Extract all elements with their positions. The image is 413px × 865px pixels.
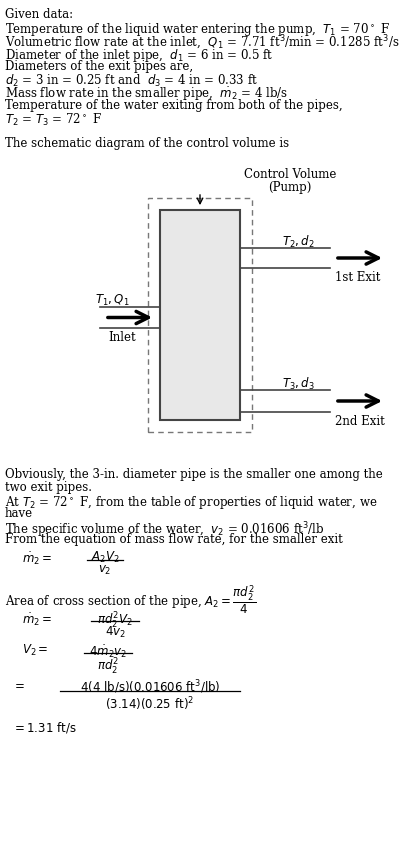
Text: $T_3, d_3$: $T_3, d_3$ xyxy=(282,376,314,392)
Text: Diameters of the exit pipes are,: Diameters of the exit pipes are, xyxy=(5,60,192,73)
Text: Temperature of the water exiting from both of the pipes,: Temperature of the water exiting from bo… xyxy=(5,99,342,112)
Text: From the equation of mass flow rate, for the smaller exit: From the equation of mass flow rate, for… xyxy=(5,533,342,546)
Text: $=$: $=$ xyxy=(12,678,25,691)
Text: $d_2$ = 3 in = 0.25 ft and  $d_3$ = 4 in = 0.33 ft: $d_2$ = 3 in = 0.25 ft and $d_3$ = 4 in … xyxy=(5,73,257,89)
Text: Area of cross section of the pipe, $A_2 = \dfrac{\pi d_2^2}{4}$: Area of cross section of the pipe, $A_2 … xyxy=(5,583,255,616)
Text: $v_2$: $v_2$ xyxy=(98,564,112,577)
Text: Given data:: Given data: xyxy=(5,8,73,21)
Text: Temperature of the liquid water entering the pump,  $T_1$ = 70$^\circ$ F: Temperature of the liquid water entering… xyxy=(5,21,389,38)
Text: Control Volume: Control Volume xyxy=(243,168,335,181)
Text: two exit pipes.: two exit pipes. xyxy=(5,481,92,494)
Text: Diameter of the inlet pipe,  $d_1$ = 6 in = 0.5 ft: Diameter of the inlet pipe, $d_1$ = 6 in… xyxy=(5,47,273,64)
Text: $V_2 =$: $V_2 =$ xyxy=(22,643,48,658)
Text: 2nd Exit: 2nd Exit xyxy=(334,415,384,428)
Text: The specific volume of the water,  $v_2$ = 0.01606 ft$^3$/lb: The specific volume of the water, $v_2$ … xyxy=(5,520,324,540)
Text: At $T_2$ = 72$^\circ$ F, from the table of properties of liquid water, we: At $T_2$ = 72$^\circ$ F, from the table … xyxy=(5,494,377,511)
Text: $4\dot{m}_2 v_2$: $4\dot{m}_2 v_2$ xyxy=(89,643,127,659)
Text: $= 1.31\ \mathrm{ft/s}$: $= 1.31\ \mathrm{ft/s}$ xyxy=(12,720,76,735)
Text: $T_2$ = $T_3$ = 72$^\circ$ F: $T_2$ = $T_3$ = 72$^\circ$ F xyxy=(5,112,102,128)
Text: $\dot{m}_2 =$: $\dot{m}_2 =$ xyxy=(22,550,52,567)
Text: The schematic diagram of the control volume is: The schematic diagram of the control vol… xyxy=(5,137,288,150)
Text: $\pi d_2^2 V_2$: $\pi d_2^2 V_2$ xyxy=(97,611,133,631)
Text: $\pi d_2^2$: $\pi d_2^2$ xyxy=(97,657,119,677)
Text: Mass flow rate in the smaller pipe,  $\dot{m}_2$ = 4 lb/s: Mass flow rate in the smaller pipe, $\do… xyxy=(5,86,287,104)
Text: have: have xyxy=(5,507,33,520)
Text: (Pump): (Pump) xyxy=(268,181,311,194)
Text: Obviously, the 3-in. diameter pipe is the smaller one among the: Obviously, the 3-in. diameter pipe is th… xyxy=(5,468,382,481)
Text: $\dot{m}_2 =$: $\dot{m}_2 =$ xyxy=(22,611,52,628)
Bar xyxy=(159,210,240,420)
Text: Volumetric flow rate at the inlet,  $Q_1$ = 7.71 ft$^3$/min = 0.1285 ft$^3$/s: Volumetric flow rate at the inlet, $Q_1$… xyxy=(5,34,399,52)
Text: $T_1, Q_1$: $T_1, Q_1$ xyxy=(95,293,129,308)
Text: Inlet: Inlet xyxy=(108,331,135,344)
Text: $T_2, d_2$: $T_2, d_2$ xyxy=(282,234,314,250)
Text: $(3.14)(0.25\ \mathrm{ft})^2$: $(3.14)(0.25\ \mathrm{ft})^2$ xyxy=(105,695,194,713)
Text: $4(4\ \mathrm{lb/s})(0.01606\ \mathrm{ft^3/lb})$: $4(4\ \mathrm{lb/s})(0.01606\ \mathrm{ft… xyxy=(80,678,220,695)
Text: $4v_2$: $4v_2$ xyxy=(104,625,125,640)
Text: $A_2V_2$: $A_2V_2$ xyxy=(90,550,119,565)
Text: 1st Exit: 1st Exit xyxy=(334,271,380,284)
